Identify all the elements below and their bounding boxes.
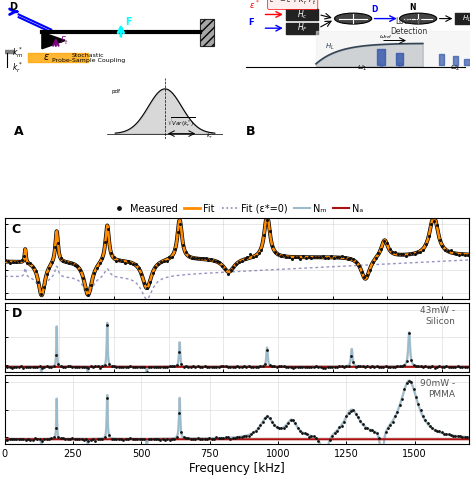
Text: $H_F$: $H_F$ <box>297 22 308 35</box>
X-axis label: Frequency [kHz]: Frequency [kHz] <box>189 462 285 475</box>
Text: D: D <box>372 5 378 14</box>
Text: A: A <box>14 125 24 138</box>
Text: $\epsilon^*$: $\epsilon^*$ <box>248 0 259 11</box>
Circle shape <box>400 13 437 24</box>
Text: Stochastic
Probe-Sample Coupling: Stochastic Probe-Sample Coupling <box>52 53 125 63</box>
Text: $\epsilon^* = \epsilon + K_r^* F_t$: $\epsilon^* = \epsilon + K_r^* F_t$ <box>269 0 317 8</box>
Text: $k_m^*$: $k_m^*$ <box>12 45 23 60</box>
Text: $H_L$: $H_L$ <box>462 14 472 24</box>
Text: C: C <box>12 223 21 236</box>
Text: D: D <box>397 62 402 67</box>
Circle shape <box>335 13 372 24</box>
Text: $H_c$: $H_c$ <box>297 8 307 20</box>
Text: $\epsilon$: $\epsilon$ <box>43 52 50 61</box>
Text: $k_r^*$: $k_r^*$ <box>12 61 22 75</box>
Text: L: L <box>379 62 383 67</box>
Text: F: F <box>126 18 132 27</box>
Legend: Measured, Fit, Fit (ε*=0), Nₘ, Nₐ: Measured, Fit, Fit (ε*=0), Nₘ, Nₐ <box>111 203 363 214</box>
Text: B: B <box>246 125 256 138</box>
Text: N: N <box>409 3 415 12</box>
Text: F: F <box>248 19 254 27</box>
Text: 43mW -
Silicon: 43mW - Silicon <box>420 306 456 326</box>
Text: $\omega_2$: $\omega_2$ <box>450 63 461 73</box>
Text: D: D <box>9 2 18 12</box>
Text: $\omega_{ref}$: $\omega_{ref}$ <box>379 34 392 41</box>
Text: $\omega_1$: $\omega_1$ <box>357 63 368 73</box>
Text: D: D <box>12 307 22 320</box>
Text: Lock-In
Detection: Lock-In Detection <box>390 17 428 36</box>
Polygon shape <box>42 32 65 49</box>
Text: $H_L$: $H_L$ <box>325 42 335 52</box>
Text: 90mW -
PMMA: 90mW - PMMA <box>420 379 456 399</box>
Text: $F_t$: $F_t$ <box>61 34 70 47</box>
